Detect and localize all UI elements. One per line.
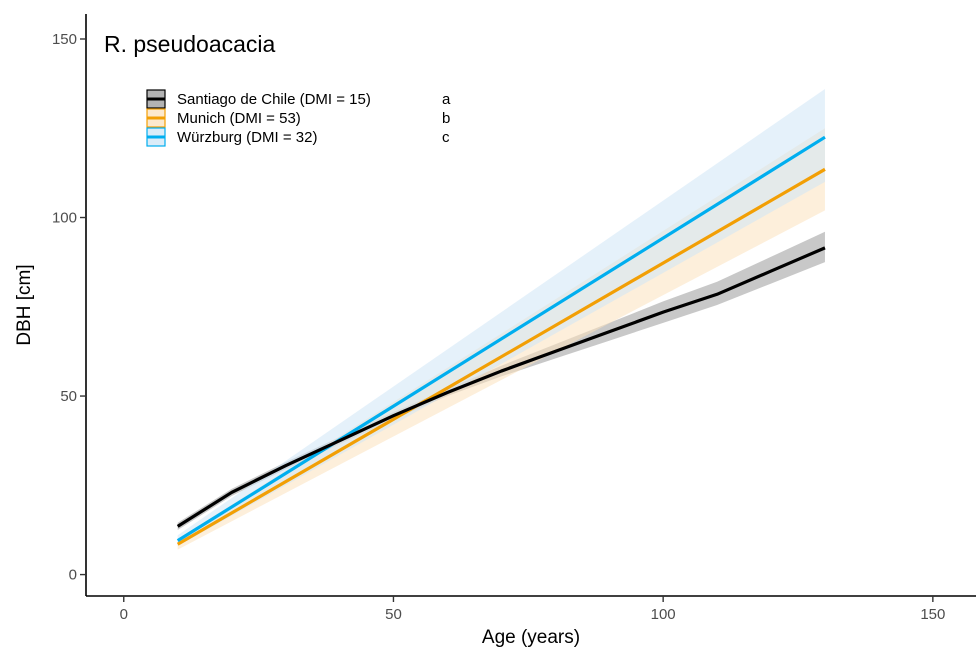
- legend-group-letter: b: [442, 110, 450, 127]
- tick-marks: 0 50 100 150 0 50 100 150: [52, 31, 945, 623]
- series-lines: [176, 135, 826, 546]
- y-tick-label: 150: [52, 31, 77, 48]
- x-tick-label: 100: [651, 606, 676, 623]
- x-tick-label: 150: [920, 606, 945, 623]
- y-tick-label: 50: [60, 388, 77, 405]
- band-series-2: [177, 88, 825, 547]
- title-layer: R. pseudoacacia: [104, 31, 276, 57]
- legend-label: Munich (DMI = 53): [177, 110, 301, 127]
- legend-item: Santiago de Chile (DMI = 15) a: [146, 89, 451, 109]
- legend-group-letter: a: [442, 91, 451, 108]
- axis-titles: Age (years) DBH [cm]: [14, 264, 580, 648]
- chart-title: R. pseudoacacia: [104, 31, 276, 57]
- y-axis-title: DBH [cm]: [14, 264, 35, 345]
- legend-group-letter: c: [442, 129, 450, 146]
- legend-item: Würzburg (DMI = 32) c: [146, 127, 450, 147]
- line-series-0: [176, 246, 826, 528]
- x-axis-title: Age (years): [482, 627, 580, 648]
- line-series-1: [176, 167, 826, 546]
- x-tick-label: 50: [385, 606, 402, 623]
- x-tick-label: 0: [120, 606, 128, 623]
- legend-label: Santiago de Chile (DMI = 15): [177, 91, 371, 108]
- line-series-2: [176, 135, 826, 543]
- y-tick-label: 0: [69, 567, 77, 584]
- y-tick-label: 100: [52, 210, 77, 227]
- band-series-0: [177, 231, 825, 530]
- axes: [85, 14, 976, 597]
- legend-label: Würzburg (DMI = 32): [177, 129, 317, 146]
- legend-item: Munich (DMI = 53) b: [146, 108, 450, 128]
